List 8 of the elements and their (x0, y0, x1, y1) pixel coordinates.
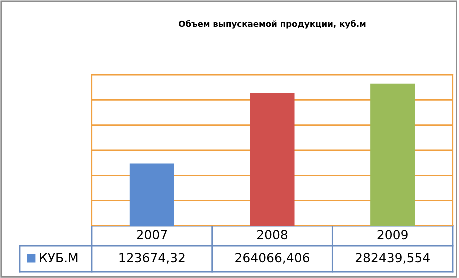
legend-label: КУБ.М (40, 253, 78, 262)
data-label: 282439,554 (356, 253, 430, 264)
data-label: 264066,406 (236, 253, 310, 264)
chart-title: Объем выпускаемой продукции, куб.м (179, 20, 366, 29)
x-tick-label: 2007 (137, 230, 168, 240)
x-tick-label: 2009 (378, 230, 408, 240)
data-label: 123674,32 (120, 253, 185, 264)
x-tick-label: 2008 (258, 230, 288, 240)
